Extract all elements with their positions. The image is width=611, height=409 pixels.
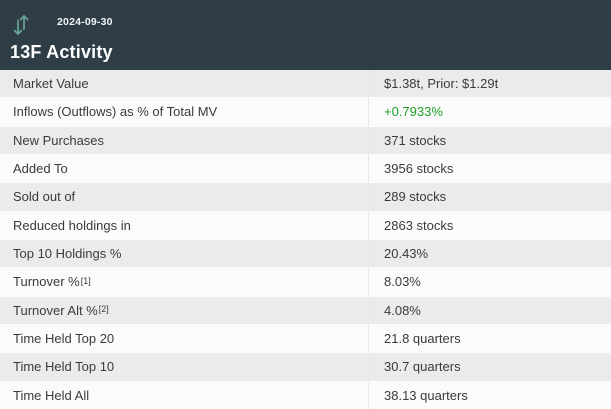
row-value: $1.38t, Prior: $1.29t xyxy=(368,70,611,98)
table-row: Top 10 Holdings % 20.43% xyxy=(0,239,611,269)
row-label: Turnover Alt % [2] xyxy=(13,302,109,318)
table-row: Time Held Top 10 30.7 quarters xyxy=(0,353,611,382)
up-down-arrows-icon-svg xyxy=(13,15,29,35)
row-label: Time Held Top 20 xyxy=(13,331,115,347)
up-down-arrows-icon[interactable] xyxy=(13,14,29,36)
table-row: Turnover % [1] 8.03% xyxy=(0,268,611,297)
row-label: Sold out of xyxy=(13,189,76,205)
row-value: 371 stocks xyxy=(368,126,611,154)
card-header: 2024-09-30 13F Activity xyxy=(0,0,611,70)
table-row: Reduced holdings in 2863 stocks xyxy=(0,211,611,240)
row-label: Reduced holdings in xyxy=(13,217,131,233)
row-value: 3956 stocks xyxy=(368,154,611,183)
row-value: +0.7933% xyxy=(368,98,611,126)
row-value: 289 stocks xyxy=(368,183,611,211)
table-row: Turnover Alt % [2] 4.08% xyxy=(0,296,611,325)
row-value: 20.43% xyxy=(368,239,611,268)
row-value: 8.03% xyxy=(368,268,611,296)
row-label: Top 10 Holdings % xyxy=(13,246,122,262)
row-label: New Purchases xyxy=(13,132,105,148)
row-label: Time Held All xyxy=(13,387,90,403)
table-row: Time Held Top 20 21.8 quarters xyxy=(0,324,611,354)
table-row: Time Held All 38.13 quarters xyxy=(0,381,611,409)
row-label: Inflows (Outflows) as % of Total MV xyxy=(13,104,218,120)
table-row: New Purchases 371 stocks xyxy=(0,126,611,155)
table-row: Sold out of 289 stocks xyxy=(0,183,611,212)
table-row: Market Value $1.38t, Prior: $1.29t xyxy=(0,70,611,99)
table-row: Added To 3956 stocks xyxy=(0,154,611,184)
row-label: Turnover % [1] xyxy=(13,274,91,290)
row-value: 38.13 quarters xyxy=(368,381,611,409)
table-row: Inflows (Outflows) as % of Total MV +0.79… xyxy=(0,98,611,127)
row-label: Added To xyxy=(13,161,68,177)
card-title: 13F Activity xyxy=(10,42,113,62)
row-value: 4.08% xyxy=(368,296,611,324)
report-date[interactable]: 2024-09-30 xyxy=(57,16,113,28)
row-value: 2863 stocks xyxy=(368,211,611,239)
row-label: Time Held Top 10 xyxy=(13,359,115,375)
data-table: Market Value $1.38t, Prior: $1.29t Inflows… xyxy=(0,70,611,409)
row-value: 30.7 quarters xyxy=(368,353,611,381)
row-label: Market Value xyxy=(13,76,89,92)
row-value: 21.8 quarters xyxy=(368,324,611,353)
